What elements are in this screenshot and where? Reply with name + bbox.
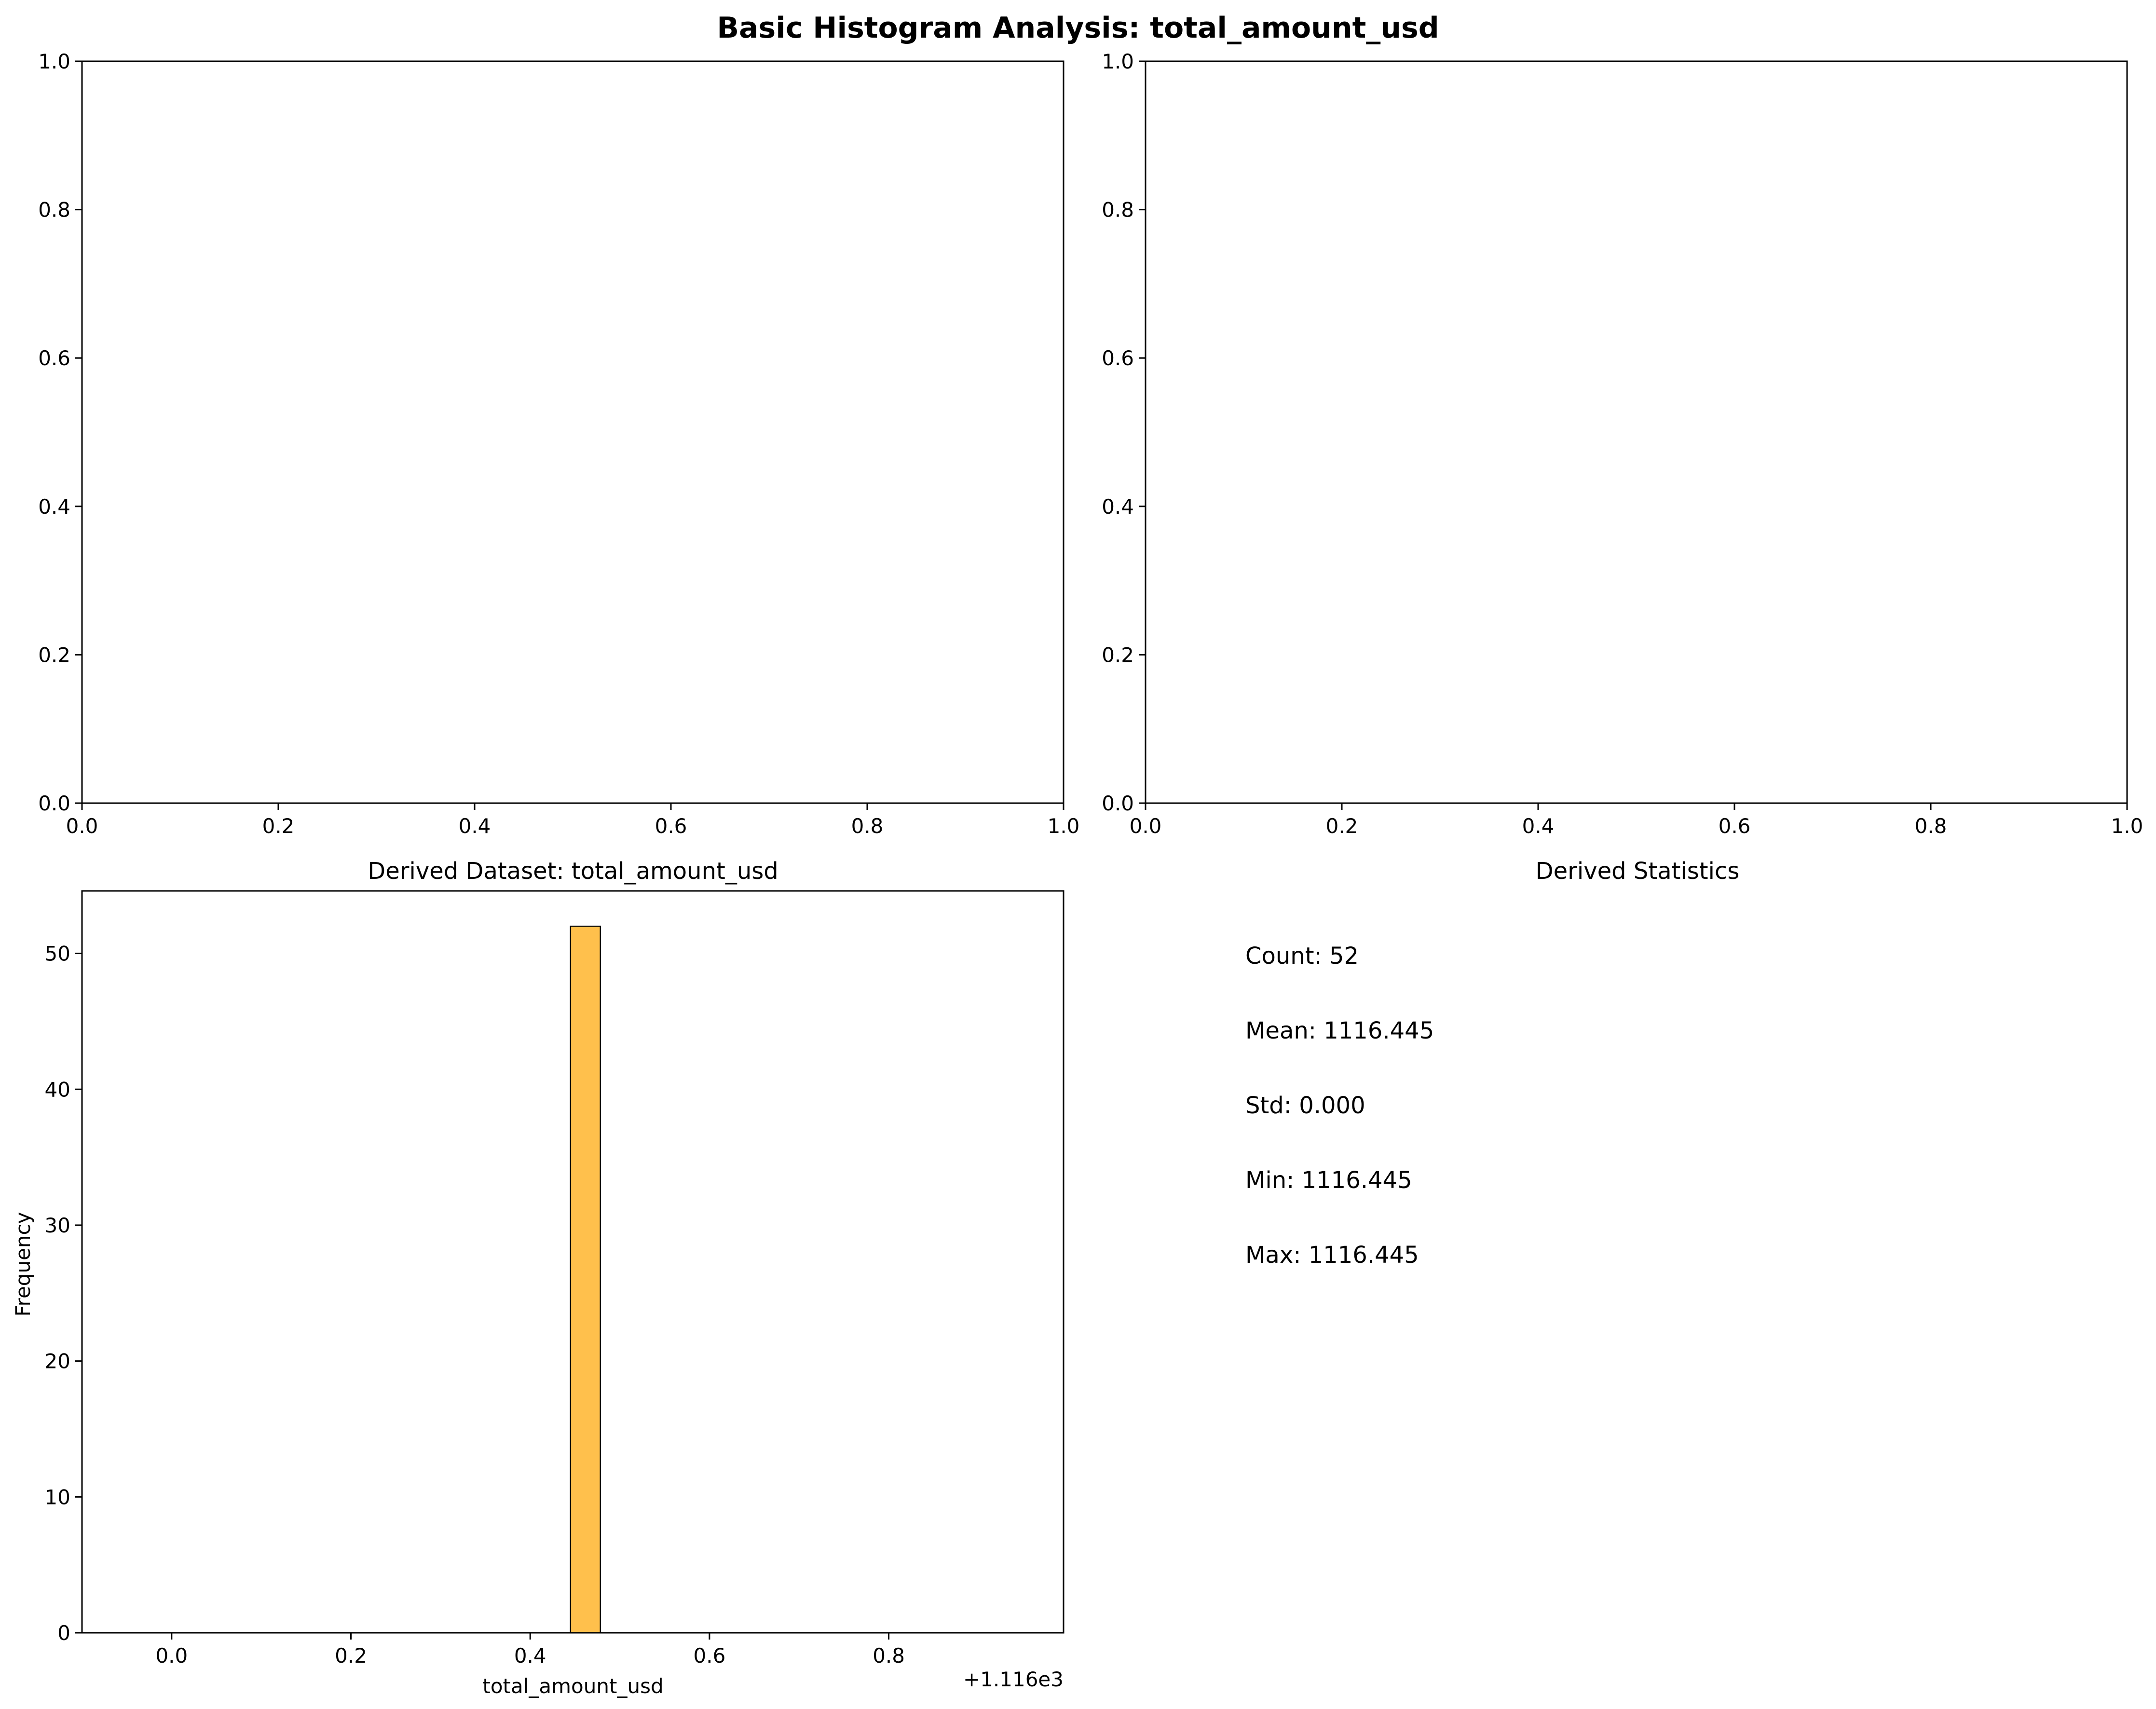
- top-left-x-tick-label: 0.0: [66, 814, 98, 838]
- statistics-title: Derived Statistics: [1536, 858, 1740, 885]
- histogram-x-tick-label: 0.0: [155, 1644, 188, 1668]
- histogram-axes-frame: [81, 890, 1064, 1634]
- statistics-panel: Derived Statistics Count: 52 Mean: 1116.…: [1245, 858, 1739, 1269]
- top-left-y-ticks: 0.0 0.2 0.4 0.6 0.8 1.0: [38, 50, 82, 815]
- histogram-y-ticks: 0 10 20 30 40 50: [45, 942, 82, 1645]
- top-left-y-tick-label: 0.4: [38, 495, 70, 519]
- histogram-axes: Derived Dataset: total_amount_usd 0 10 20 3…: [11, 858, 1064, 1698]
- top-right-axes: 0.0 0.2 0.4 0.6 0.8 1.0 0.0 0.2 0.4 0.6 0.8 1.0: [1102, 50, 2143, 838]
- top-left-y-tick-label: 0.6: [38, 346, 70, 370]
- top-left-axes-frame: [81, 60, 1064, 804]
- histogram-y-tick-label: 30: [45, 1214, 70, 1237]
- top-left-x-tick-label: 0.6: [655, 814, 687, 838]
- top-right-x-ticks: 0.0 0.2 0.4 0.6 0.8 1.0: [1130, 803, 2143, 838]
- top-right-y-tick-label: 1.0: [1102, 50, 1134, 73]
- top-right-y-tick-label: 0.8: [1102, 198, 1134, 222]
- histogram-x-ticks: 0.0 0.2 0.4 0.6 0.8: [155, 1633, 905, 1668]
- top-left-y-tick-label: 0.8: [38, 198, 70, 222]
- histogram-y-tick-label: 20: [45, 1350, 70, 1373]
- top-left-y-tick-label: 0.2: [38, 643, 70, 667]
- histogram-bars: [570, 925, 601, 1634]
- top-right-y-tick-label: 0.6: [1102, 346, 1134, 370]
- top-left-x-tick-label: 0.4: [459, 814, 491, 838]
- top-right-x-tick-label: 0.6: [1719, 814, 1751, 838]
- histogram-bar: [570, 925, 601, 1634]
- stat-max: Max: 1116.445: [1245, 1242, 1419, 1269]
- histogram-x-tick-label: 0.2: [335, 1644, 367, 1668]
- histogram-y-label: Frequency: [11, 1212, 35, 1317]
- histogram-y-tick-label: 50: [45, 942, 70, 966]
- histogram-y-tick-label: 40: [45, 1078, 70, 1101]
- histogram-y-tick-label: 0: [57, 1621, 70, 1645]
- histogram-x-tick-label: 0.6: [694, 1644, 726, 1668]
- top-right-x-tick-label: 0.8: [1915, 814, 1947, 838]
- top-left-axes: 0.0 0.2 0.4 0.6 0.8 1.0 0.0 0.2 0.4 0.6 0.8 1.0: [38, 50, 1079, 838]
- top-right-x-tick-label: 0.2: [1326, 814, 1358, 838]
- histogram-x-offset-label: +1.116e3: [963, 1668, 1064, 1691]
- stat-count: Count: 52: [1245, 943, 1359, 970]
- figure-suptitle: Basic Histogram Analysis: total_amount_u…: [717, 11, 1439, 45]
- top-left-y-tick-label: 0.0: [38, 792, 70, 815]
- histogram-x-label: total_amount_usd: [482, 1674, 663, 1698]
- histogram-y-tick-label: 10: [45, 1485, 70, 1509]
- top-left-x-tick-label: 0.2: [262, 814, 295, 838]
- top-left-x-ticks: 0.0 0.2 0.4 0.6 0.8 1.0: [66, 803, 1080, 838]
- top-right-x-tick-label: 0.0: [1130, 814, 1162, 838]
- top-right-x-tick-label: 0.4: [1522, 814, 1555, 838]
- stat-std: Std: 0.000: [1245, 1092, 1365, 1119]
- stat-min: Min: 1116.445: [1245, 1167, 1412, 1194]
- top-left-y-tick-label: 1.0: [38, 50, 70, 73]
- top-right-axes-frame: [1145, 60, 2128, 804]
- top-left-x-tick-label: 1.0: [1048, 814, 1080, 838]
- stat-mean: Mean: 1116.445: [1245, 1017, 1434, 1044]
- top-right-y-tick-label: 0.2: [1102, 643, 1134, 667]
- histogram-title: Derived Dataset: total_amount_usd: [368, 858, 778, 885]
- top-right-y-ticks: 0.0 0.2 0.4 0.6 0.8 1.0: [1102, 50, 1146, 815]
- top-right-y-tick-label: 0.0: [1102, 792, 1134, 815]
- histogram-x-tick-label: 0.4: [514, 1644, 546, 1668]
- top-left-x-tick-label: 0.8: [851, 814, 884, 838]
- histogram-x-tick-label: 0.8: [873, 1644, 905, 1668]
- top-right-x-tick-label: 1.0: [2111, 814, 2143, 838]
- top-right-y-tick-label: 0.4: [1102, 495, 1134, 519]
